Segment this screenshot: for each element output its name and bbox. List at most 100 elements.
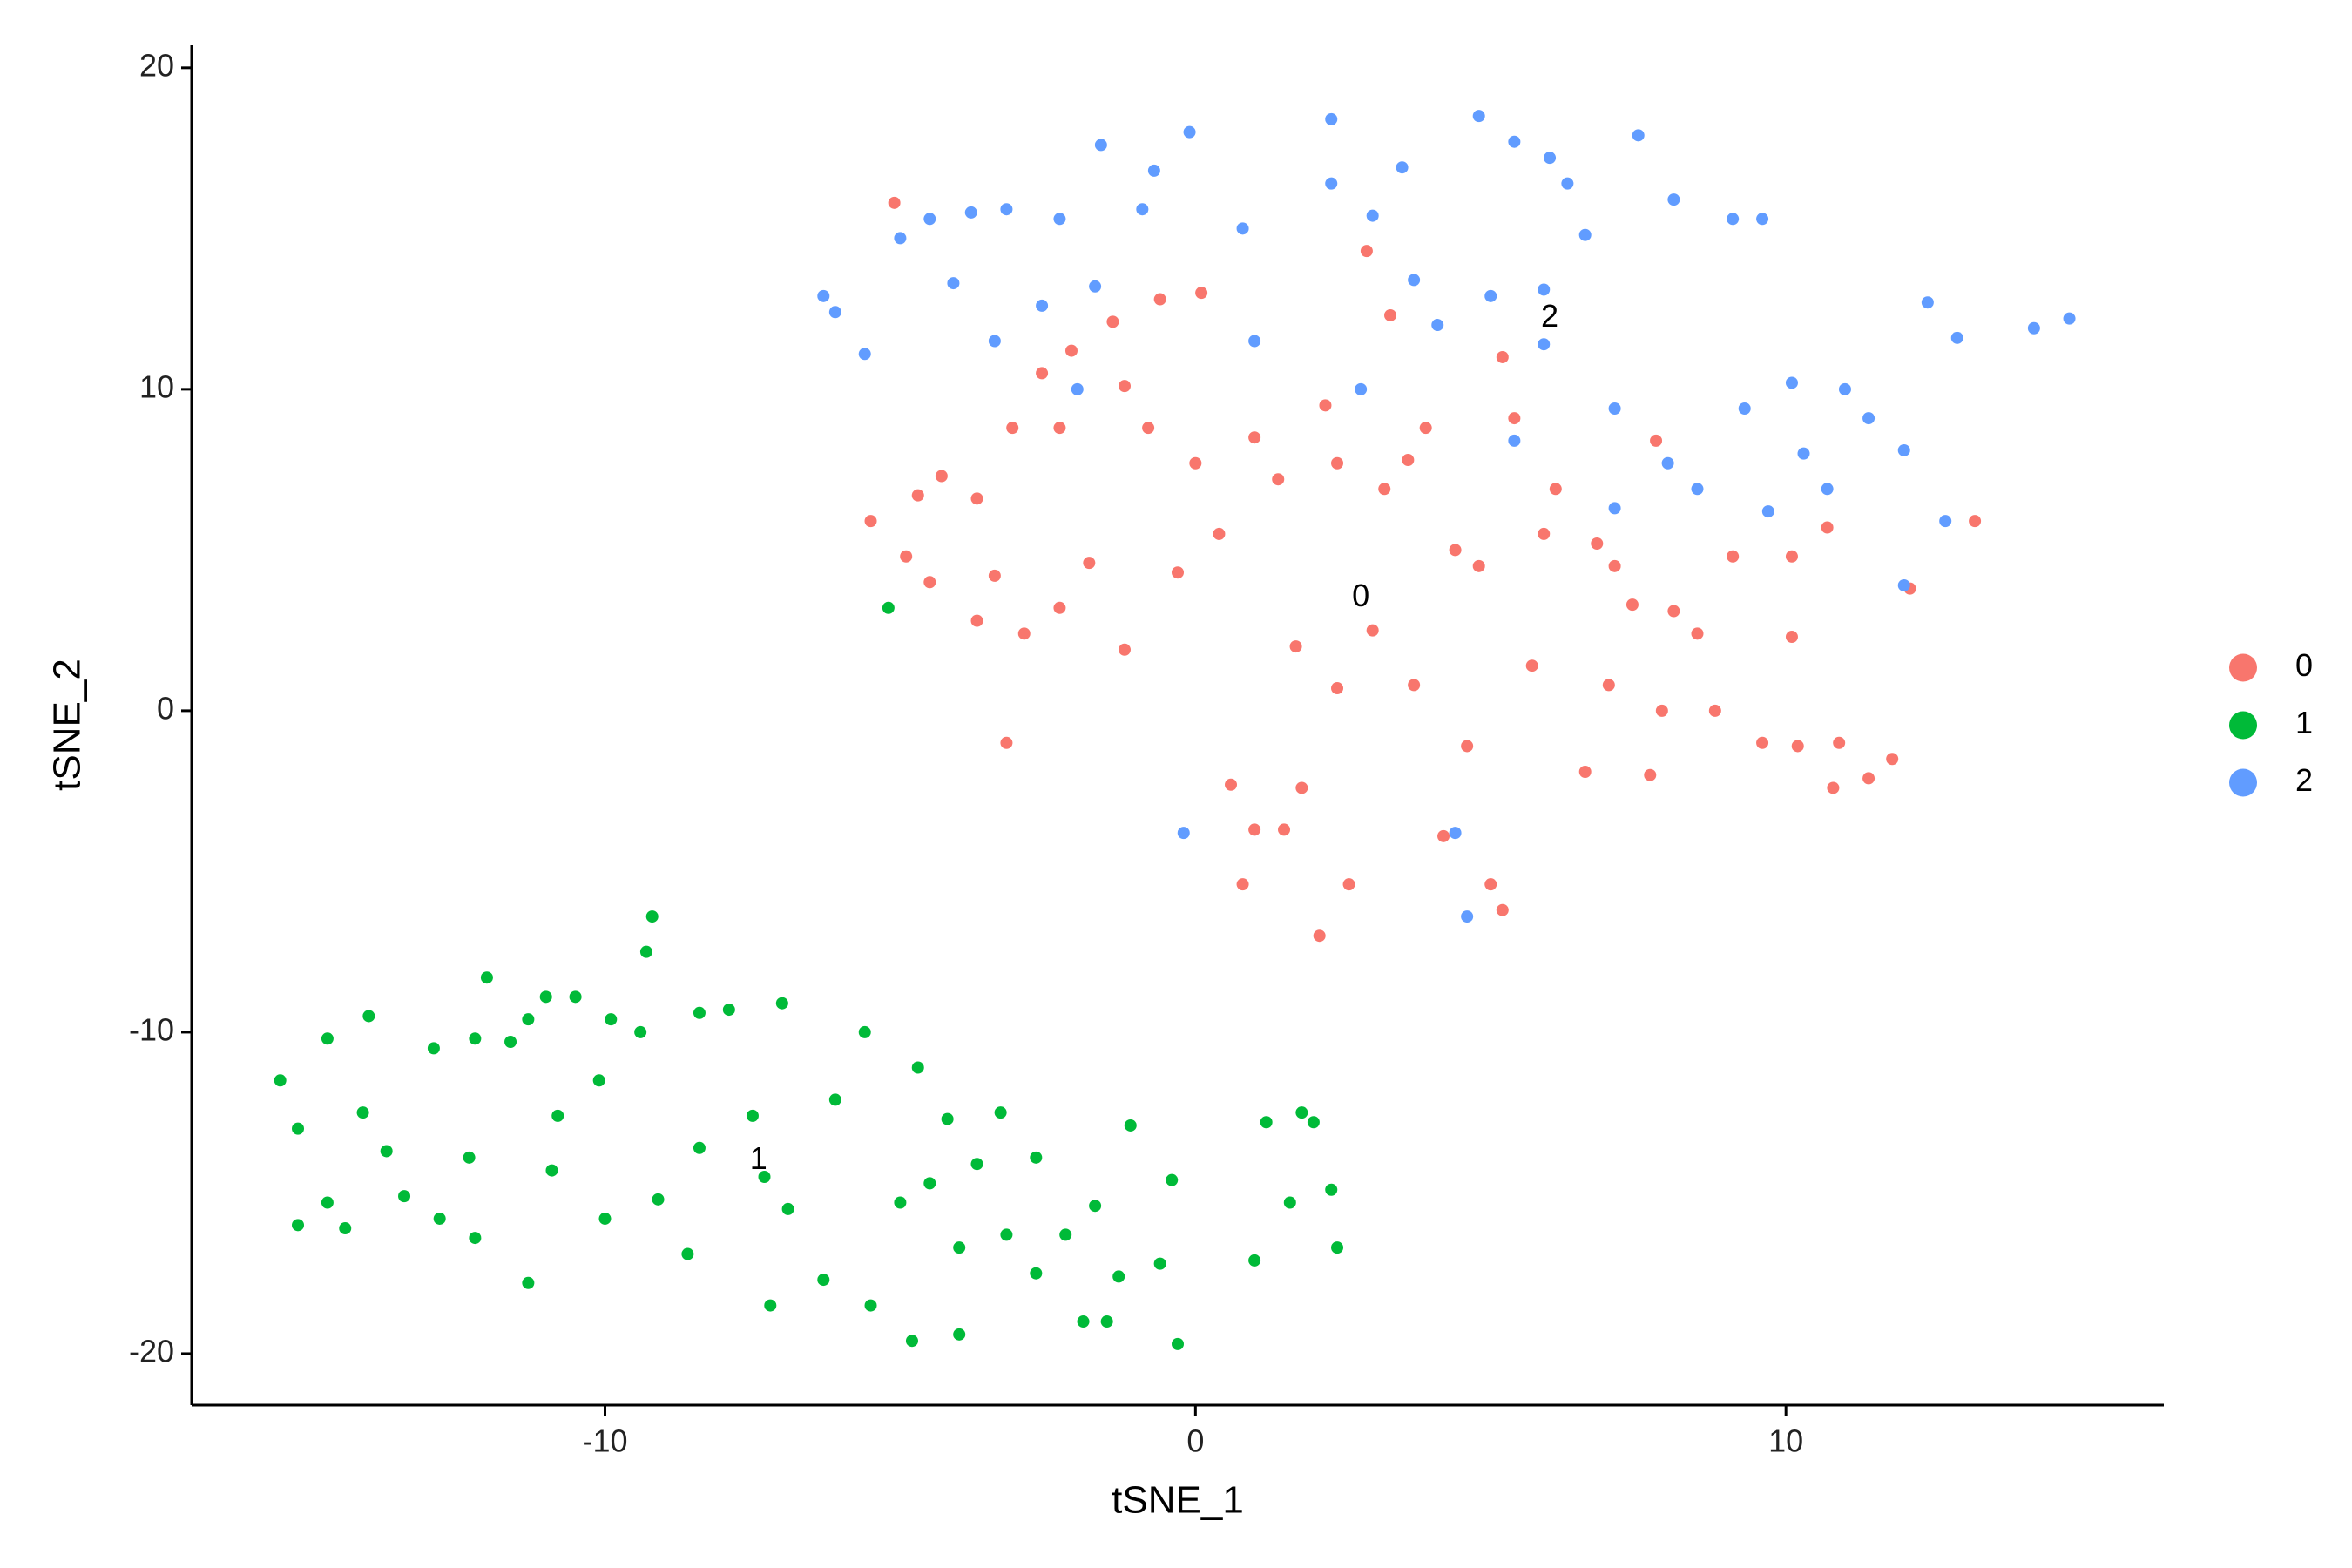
- point: [321, 1196, 334, 1209]
- point: [764, 1299, 777, 1312]
- point: [598, 1212, 612, 1225]
- point: [1342, 878, 1355, 891]
- point: [1325, 177, 1338, 190]
- point: [1785, 376, 1798, 389]
- point: [1236, 222, 1249, 235]
- point: [1921, 296, 1934, 309]
- point: [1319, 399, 1332, 412]
- point: [592, 1074, 605, 1087]
- point: [433, 1212, 446, 1225]
- point: [1538, 283, 1551, 296]
- point: [1827, 781, 1840, 794]
- plot-marks: [274, 110, 2076, 1350]
- point: [1738, 402, 1751, 416]
- point: [1213, 527, 1226, 540]
- point: [1378, 483, 1391, 496]
- point: [1124, 1119, 1137, 1132]
- point: [1625, 598, 1639, 612]
- point: [817, 289, 830, 302]
- point: [1602, 679, 1615, 692]
- point: [1578, 766, 1592, 779]
- point: [545, 1164, 558, 1177]
- point: [1083, 557, 1096, 570]
- point: [469, 1032, 482, 1045]
- point: [1608, 402, 1621, 416]
- legend-item: 2: [2229, 762, 2313, 798]
- point: [1419, 422, 1432, 435]
- point: [905, 1335, 918, 1348]
- point: [941, 1112, 954, 1125]
- point: [1360, 245, 1373, 258]
- point: [398, 1190, 411, 1203]
- point: [480, 971, 493, 984]
- point: [1225, 778, 1238, 791]
- y-tick-label: -10: [129, 1011, 174, 1047]
- point: [1886, 753, 1899, 766]
- point: [522, 1276, 535, 1289]
- point: [953, 1241, 966, 1254]
- point: [1650, 434, 1663, 447]
- point: [888, 196, 901, 209]
- point: [1821, 521, 1834, 534]
- point: [1661, 456, 1674, 470]
- point: [362, 1010, 375, 1023]
- point: [463, 1151, 476, 1164]
- point: [605, 1013, 618, 1026]
- point: [469, 1232, 482, 1245]
- point: [1950, 331, 1963, 344]
- point: [911, 1061, 924, 1074]
- x-tick-label: 0: [1186, 1423, 1204, 1459]
- point: [1727, 213, 1740, 226]
- point: [1608, 502, 1621, 515]
- point: [1053, 601, 1066, 614]
- point: [681, 1247, 694, 1260]
- point: [988, 335, 1001, 348]
- point: [1177, 827, 1190, 840]
- point: [1000, 1228, 1013, 1241]
- point: [817, 1274, 830, 1287]
- point: [722, 1004, 735, 1017]
- point: [1431, 319, 1444, 332]
- point: [1331, 456, 1344, 470]
- point: [693, 1141, 706, 1154]
- point: [864, 515, 877, 528]
- point: [894, 1196, 907, 1209]
- point: [1248, 335, 1261, 348]
- point: [1118, 643, 1131, 656]
- point: [1089, 1200, 1102, 1213]
- point: [953, 1328, 966, 1341]
- point: [1089, 280, 1102, 293]
- x-axis-title: tSNE_1: [1112, 1479, 1244, 1522]
- point: [1897, 443, 1910, 456]
- point: [1644, 768, 1657, 781]
- point: [522, 1013, 535, 1026]
- point: [1147, 164, 1160, 177]
- point: [551, 1109, 564, 1122]
- x-tick-label: 10: [1768, 1423, 1803, 1459]
- point: [894, 232, 907, 245]
- point: [864, 1299, 877, 1312]
- point: [1059, 1228, 1072, 1241]
- point: [1939, 515, 1952, 528]
- point: [1053, 213, 1066, 226]
- point: [1006, 422, 1019, 435]
- point: [1189, 456, 1202, 470]
- point: [274, 1074, 287, 1087]
- point: [1272, 473, 1285, 486]
- point: [1384, 308, 1397, 321]
- point: [1366, 624, 1379, 637]
- legend-label: 1: [2295, 705, 2313, 740]
- legend-label: 0: [2295, 647, 2313, 683]
- point: [1969, 515, 1982, 528]
- point: [1655, 704, 1668, 717]
- point: [988, 569, 1001, 582]
- point: [1862, 772, 1876, 785]
- point: [1667, 193, 1680, 206]
- point: [1289, 640, 1302, 653]
- point: [1402, 454, 1415, 467]
- point: [1153, 293, 1166, 306]
- point: [1325, 112, 1338, 125]
- point: [1549, 483, 1562, 496]
